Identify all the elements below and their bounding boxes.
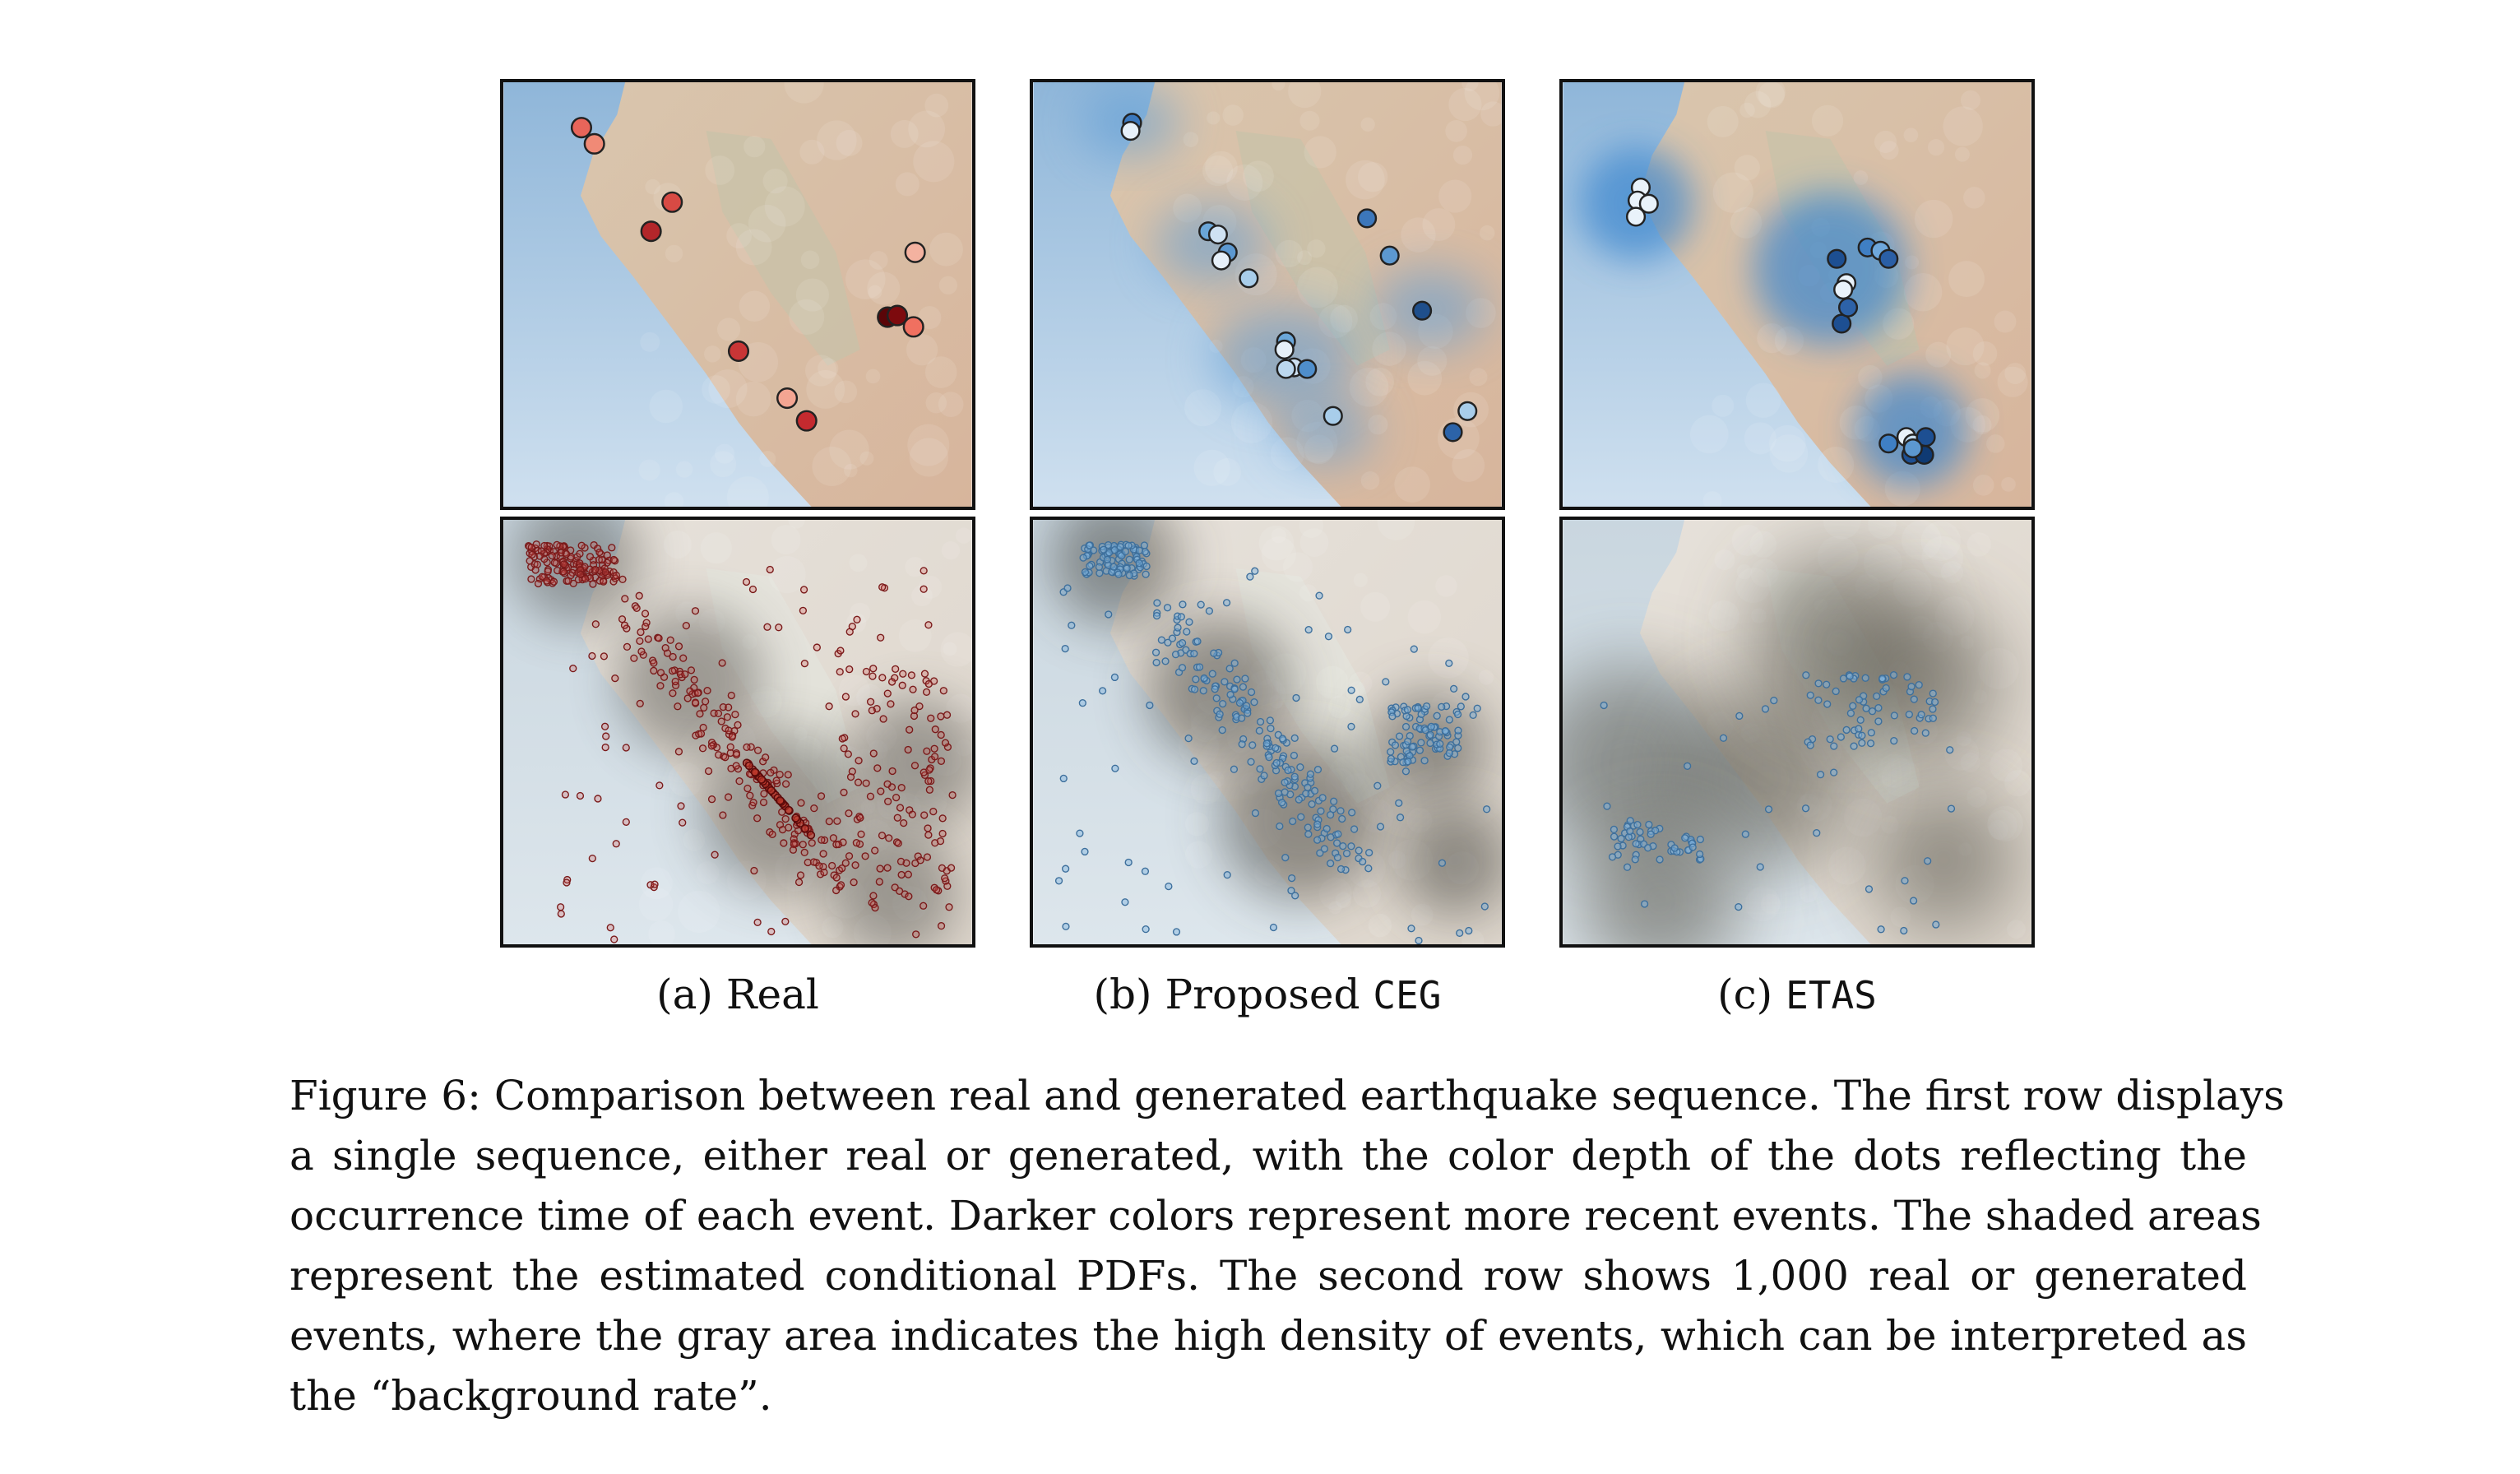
caption-line: Figure 6: Comparison between real and ge… bbox=[290, 1072, 2285, 1119]
map-real-sequence bbox=[503, 82, 972, 507]
subcaption-real: (a) Real bbox=[656, 971, 819, 1018]
map-real-density bbox=[503, 520, 972, 944]
panel-etas-density bbox=[1559, 517, 2035, 948]
subcaption-real-prefix: (a) bbox=[656, 971, 726, 1018]
subcaption-ceg-name: CEG bbox=[1373, 973, 1442, 1017]
subcaption-ceg: (b) Proposed CEG bbox=[1094, 971, 1442, 1018]
caption-line: events, where the gray area indicates th… bbox=[290, 1312, 2247, 1360]
map-etas-density bbox=[1563, 520, 2031, 944]
panel-real-sequence bbox=[500, 79, 975, 510]
panel-ceg-sequence bbox=[1030, 79, 1505, 510]
panel-etas-sequence bbox=[1559, 79, 2035, 510]
subcaption-etas-name: ETAS bbox=[1786, 973, 1877, 1017]
subcaption-etas-prefix: (c) bbox=[1717, 971, 1786, 1018]
subcaption-real-name: Real bbox=[725, 971, 819, 1018]
caption-line: the “background rate”. bbox=[290, 1372, 772, 1420]
subcaption-ceg-prefix: (b) Proposed bbox=[1093, 971, 1373, 1018]
figure-caption: Figure 6: Comparison between real and ge… bbox=[290, 1066, 2285, 1426]
subcaption-etas: (c) ETAS bbox=[1717, 971, 1877, 1018]
map-ceg-sequence bbox=[1033, 82, 1502, 507]
panel-ceg-density bbox=[1030, 517, 1505, 948]
map-ceg-density bbox=[1033, 520, 1502, 944]
panel-real-density bbox=[500, 517, 975, 948]
caption-line: represent the estimated conditional PDFs… bbox=[290, 1252, 2247, 1300]
caption-line: occurrence time of each event. Darker co… bbox=[290, 1192, 2262, 1240]
map-etas-sequence bbox=[1563, 82, 2031, 507]
caption-line: a single sequence, either real or genera… bbox=[290, 1132, 2247, 1180]
